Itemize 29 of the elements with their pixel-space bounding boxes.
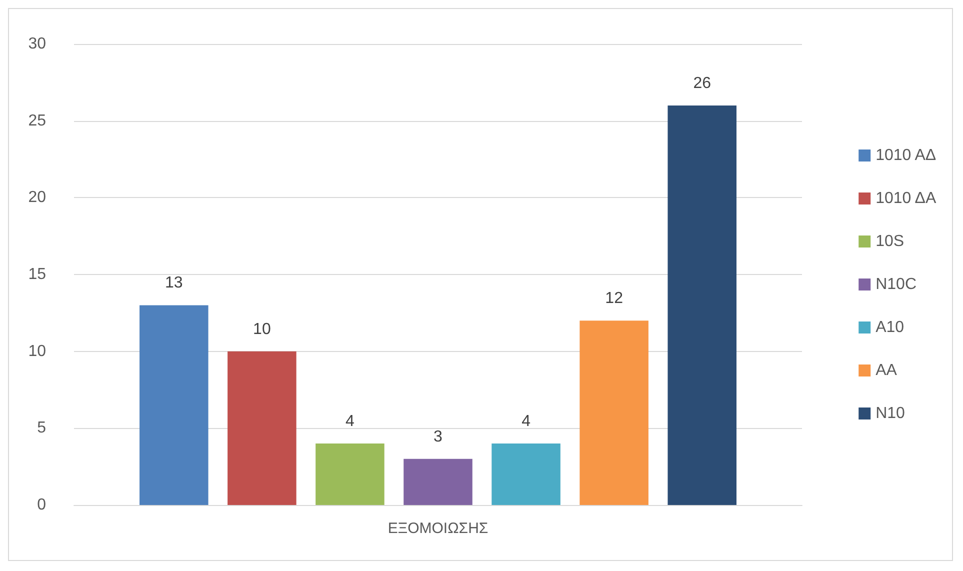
y-tick-label: 20 — [28, 189, 46, 206]
legend-label: 10S — [876, 233, 904, 250]
y-tick-label: 30 — [28, 36, 46, 52]
bar — [140, 305, 208, 505]
data-label: 4 — [522, 413, 531, 430]
legend-label: 1010 ΔΑ — [876, 190, 936, 207]
legend-label: N10C — [876, 276, 917, 293]
data-label: 10 — [253, 320, 271, 338]
y-tick-label: 10 — [28, 342, 46, 360]
bar — [228, 351, 296, 505]
legend-label: AA — [876, 362, 898, 379]
data-label: 26 — [693, 74, 712, 92]
data-label: 12 — [605, 290, 624, 308]
data-label: 4 — [346, 413, 355, 430]
y-tick-label: 5 — [37, 420, 46, 437]
bar — [316, 444, 384, 505]
legend-label: N10 — [876, 405, 906, 422]
bar — [404, 458, 472, 505]
legend-label: 1010 ΑΔ — [876, 147, 936, 164]
y-tick-label: 0 — [37, 496, 46, 514]
data-label: 13 — [165, 274, 183, 292]
bar — [492, 444, 560, 505]
bar — [668, 105, 736, 505]
x-tick-label: ΕΞΟΜΟΙΩΣΗΣ — [388, 520, 488, 537]
y-tick-label: 25 — [28, 112, 46, 130]
bar — [580, 320, 648, 505]
y-tick-label: 15 — [28, 266, 46, 283]
data-label: 3 — [434, 428, 443, 446]
legend-label: A10 — [876, 319, 904, 336]
